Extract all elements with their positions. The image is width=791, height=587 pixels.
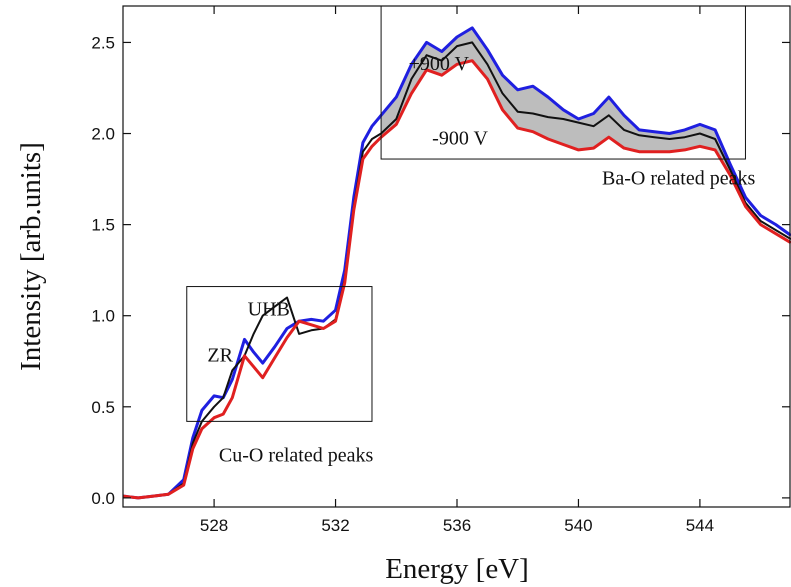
series-lines-layer (122, 26, 791, 500)
x-tick-label: 532 (321, 516, 349, 535)
annotation-box-1 (186, 286, 373, 422)
y-tick-label: 2.5 (91, 33, 115, 52)
x-tick-label: 528 (200, 516, 228, 535)
y-tick-label: 2.0 (91, 125, 115, 144)
y-tick-label: 1.0 (91, 307, 115, 326)
annotation-label-5: Cu-O related peaks (219, 444, 374, 466)
y-tick-label: 1.5 (91, 216, 115, 235)
annotation-label-3: UHB (248, 299, 290, 321)
difference-shaded-area (381, 27, 731, 176)
x-axis-title: Energy [eV] (385, 553, 529, 585)
y-tick-label: 0.0 (91, 489, 115, 508)
annotation-label-0: +900 V (409, 53, 470, 75)
x-tick-label: 540 (564, 516, 592, 535)
y-axis-title: Intensity [arb.units] (15, 142, 47, 371)
annotation-label-4: ZR (207, 344, 233, 366)
annotation-label-1: -900 V (432, 127, 488, 149)
difference-shading-layer (381, 27, 731, 176)
series-line-0 (122, 26, 791, 500)
axes-layer: 528 532 536 540 544 0.0 0.5 1.0 1.5 2.0 2.5 (91, 6, 790, 535)
annotation-label-2: Ba-O related peaks (602, 168, 755, 190)
plot-frame (122, 5, 791, 508)
x-tick-label: 536 (443, 516, 471, 535)
annotations-layer: +900 V -900 V Ba-O related peaks UHB ZR Cu-O … (207, 53, 755, 467)
series-line-2 (122, 59, 791, 500)
x-tick-label: 544 (686, 516, 714, 535)
series-line-1 (122, 41, 791, 499)
y-tick-label: 0.5 (91, 398, 115, 417)
